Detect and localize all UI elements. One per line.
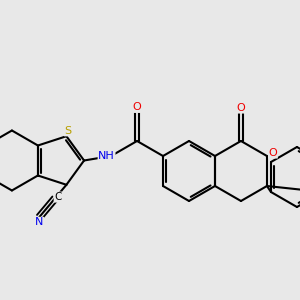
Text: NH: NH	[98, 151, 115, 161]
Text: N: N	[35, 217, 44, 227]
Text: C: C	[54, 192, 61, 202]
Text: O: O	[133, 102, 141, 112]
Text: O: O	[268, 148, 277, 158]
Text: S: S	[64, 126, 71, 136]
Text: O: O	[237, 103, 245, 113]
